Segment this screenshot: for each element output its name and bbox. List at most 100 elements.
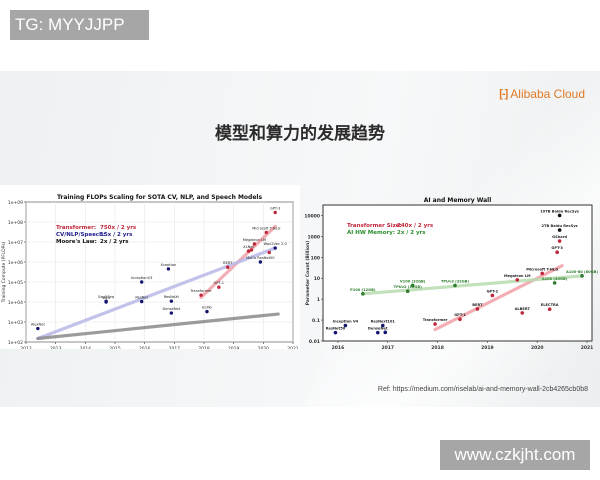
x-tick-label: 2013	[50, 346, 62, 349]
x-tick-label: 2015	[109, 346, 121, 349]
data-point	[104, 299, 108, 303]
point-label: 10TB Baidu RecSys	[540, 209, 579, 213]
data-point	[205, 309, 209, 314]
data-point	[515, 278, 520, 282]
legend-value: 240x / 2 yrs	[397, 223, 434, 229]
trend-line	[36, 312, 280, 341]
data-point	[475, 307, 480, 311]
point-label: ResNet	[135, 296, 148, 300]
slide: [-] Alibaba Cloud 模型和算力的发展趋势 1e+02 1e+03 1…	[0, 71, 600, 407]
point-label: Microsoft T-NLG	[526, 267, 558, 271]
x-tick-label: 2014	[80, 346, 92, 349]
data-point	[490, 293, 495, 298]
point-label: ELMo	[202, 306, 212, 310]
data-point	[217, 285, 221, 289]
point-label: Megatron LM	[504, 274, 531, 278]
y-tick-label: 1e+06	[8, 260, 23, 266]
reference-link[interactable]: Ref: https://medium.com/riselab/ai-and-m…	[377, 386, 588, 393]
point-label: GPT-1	[454, 313, 466, 317]
point-label: ALBERT	[515, 307, 531, 311]
data-point	[140, 280, 144, 284]
legend-value: 2x / 2 yrs	[100, 239, 129, 245]
point-label: Xception	[160, 263, 176, 267]
data-point	[249, 248, 254, 252]
brand-name: Alibaba Cloud	[510, 87, 585, 101]
chart-memory-wall-svg: 0.01 0.1 1 10 100 1000 10000 2016 2017 2018 2019 20…	[304, 197, 598, 349]
point-label: A100 (40GB)	[542, 277, 568, 281]
point-label: DenseNet	[163, 307, 181, 311]
data-point	[267, 250, 271, 255]
y-axis-label: Training Compute (PFLOPs)	[1, 241, 7, 303]
data-point	[458, 317, 462, 322]
x-tick-label: 2016	[332, 345, 345, 349]
data-point	[520, 311, 525, 315]
data-point	[547, 307, 552, 312]
y-tick-label: 1e+07	[8, 240, 23, 246]
point-label: Microsoft T-NLG	[252, 226, 280, 230]
data-point	[552, 281, 557, 285]
data-point	[375, 330, 380, 335]
legend-label: AI HW Memory:	[347, 230, 395, 236]
y-tick-label: 1e+08	[8, 220, 23, 226]
x-tick-label: 2018	[198, 346, 210, 349]
point-label: InceptionV3	[131, 276, 152, 280]
chart-memory-wall: 0.01 0.1 1 10 100 1000 10000 2016 2017 2018 2019 20…	[300, 185, 600, 349]
data-point	[36, 326, 40, 331]
data-point	[557, 239, 562, 243]
data-point	[557, 228, 562, 232]
x-tick-label: 2021	[287, 346, 299, 349]
data-point	[169, 311, 174, 315]
point-label: AlexNet	[31, 323, 46, 327]
brand-logo: [-] Alibaba Cloud	[499, 87, 585, 101]
y-tick-label: 10	[314, 276, 320, 282]
trend-line	[433, 264, 564, 332]
data-point	[264, 230, 268, 235]
x-tick-label: 2017	[381, 345, 394, 349]
y-tick-label: 1e+09	[8, 200, 23, 206]
x-tick-label: 2020	[258, 346, 270, 349]
plot-area	[25, 201, 294, 343]
chart-training-flops: 1e+02 1e+03 1e+04 1e+05 1e+06 1e+07 1e+08 1e+09…	[0, 185, 300, 349]
legend-label: Transformer:	[56, 225, 96, 231]
legend-value: 2x / 2 yrs	[397, 230, 426, 236]
y-tick-label: 1e+05	[8, 280, 23, 286]
legend-value: 750x / 2 yrs	[100, 225, 137, 231]
legend-label: Moore's Law:	[56, 239, 97, 245]
point-label: GPT-2	[487, 289, 499, 293]
data-point	[258, 260, 263, 264]
data-point	[540, 271, 544, 276]
point-label: 2TB Baidu RecSys	[542, 224, 578, 228]
y-tick-label: 1e+02	[8, 340, 23, 346]
data-point	[226, 265, 230, 269]
data-point	[246, 249, 251, 253]
point-label: V100 (32GB)	[400, 279, 426, 283]
data-point	[333, 330, 338, 335]
legend-label: Transformer Size:	[347, 223, 402, 229]
data-point	[140, 299, 144, 304]
point-label: BERT	[472, 303, 483, 307]
point-label: TPUv3 (32GB)	[441, 279, 469, 283]
chart-title: Training FLOPs Scaling for SOTA CV, NLP,…	[57, 194, 263, 201]
point-label: Transformer	[189, 289, 212, 293]
point-label: A100-80 (80GB)	[566, 270, 598, 274]
point-label: MoCo ResNet50	[246, 256, 275, 260]
trend-line	[36, 246, 277, 341]
y-tick-label: 1e+04	[8, 300, 23, 306]
data-point	[343, 323, 348, 328]
point-label: GPT-3	[551, 246, 563, 250]
data-point	[580, 274, 584, 278]
point-label: ResNet50	[326, 327, 346, 331]
point-label: GPT-3	[270, 206, 280, 210]
data-point	[410, 283, 415, 288]
point-label: BERT	[223, 261, 233, 265]
x-tick-label: 2021	[581, 345, 594, 349]
legend-value: 15x / 2 yrs	[100, 232, 133, 238]
y-axis-label: Parameter Count (Billion)	[305, 241, 311, 306]
y-tick-label: 1000	[307, 234, 320, 240]
y-tick-label: 1e+03	[8, 320, 23, 326]
point-label: GPT-1	[214, 281, 224, 285]
x-tick-label: 2018	[431, 345, 444, 349]
point-label: ELECTRA	[541, 303, 559, 307]
slide-title: 模型和算力的发展趋势	[215, 124, 385, 144]
data-point	[199, 293, 203, 297]
